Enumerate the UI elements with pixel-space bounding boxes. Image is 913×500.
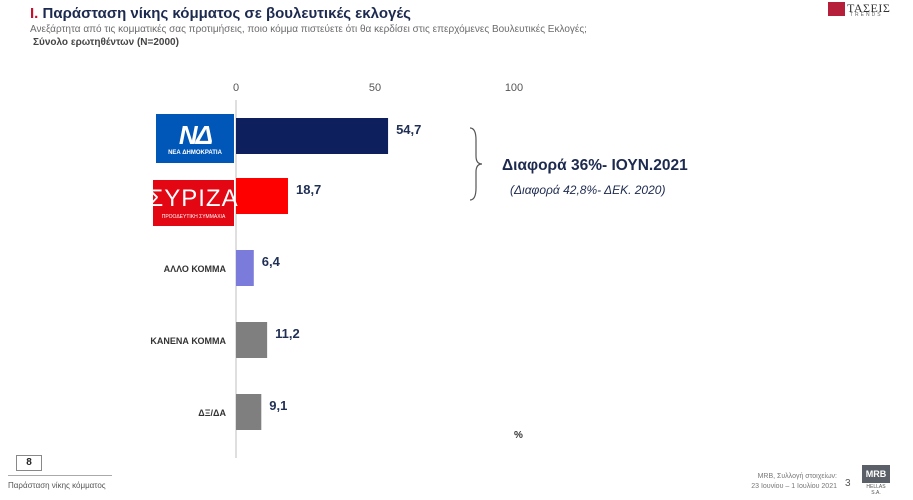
taseis-logo-mark: [828, 2, 845, 16]
syriza-logo-mark: ΣΥΡΙΖΑ: [148, 185, 239, 212]
page-number: 3: [845, 478, 851, 489]
annotation-main: Διαφορά 36%- ΙΟΥΝ.2021: [502, 157, 688, 174]
x-tick-label-50: 50: [369, 82, 381, 94]
title-text: Παράσταση νίκης κόμματος σε βουλευτικές …: [42, 5, 411, 22]
data-label-2: 6,4: [262, 254, 281, 269]
page-box: 8: [16, 455, 42, 471]
taseis-logo-name: ΤΑΣΕΙΣ: [847, 1, 891, 15]
nd-logo: ΝΔ ΝΕΑ ΔΗΜΟΚΡΑΤΙΑ: [156, 114, 234, 163]
category-label-2: ΑΛΛΟ ΚΟΜΜΑ: [164, 264, 227, 274]
taseis-logo: ΤΑΣΕΙΣ TRENDS: [828, 1, 892, 18]
category-label-4: ΔΞ/ΔΑ: [198, 408, 226, 418]
footer-source-line2: 23 Ιουνίου – 1 Ιουλίου 2021: [751, 483, 837, 490]
syriza-logo-text: ΠΡΟΟΔΕΥΤΙΚΗ ΣΥΜΜΑΧΙΑ: [161, 214, 226, 220]
bar-0: [236, 118, 389, 154]
page-subtitle: Ανεξάρτητα από τις κομματικές σας προτιμ…: [30, 24, 587, 35]
nd-logo-mark: ΝΔ: [178, 119, 213, 150]
bar-4: [236, 394, 262, 430]
data-label-0: 54,7: [396, 122, 421, 137]
footer-divider: [8, 475, 112, 476]
title-number: I.: [30, 5, 39, 22]
mrb-logo: MRB HELLAS S.A.: [862, 465, 890, 496]
footer-source-line1: MRB, Συλλογή στοιχείων:: [757, 473, 837, 480]
sample-base: Σύνολο ερωτηθέντων (N=2000): [33, 37, 179, 48]
footer-source: MRB, Συλλογή στοιχείων: 23 Ιουνίου – 1 Ι…: [695, 472, 837, 492]
bar-3: [236, 322, 268, 358]
page-title: I. Παράσταση νίκης κόμματος σε βουλευτικ…: [30, 5, 411, 22]
x-tick-label-0: 0: [233, 82, 239, 94]
taseis-logo-tagline: TRENDS: [850, 12, 883, 18]
annotation-brace: [469, 127, 483, 201]
data-label-4: 9,1: [269, 398, 287, 413]
mrb-logo-sub: HELLAS S.A.: [866, 484, 886, 496]
syriza-logo: ΣΥΡΙΖΑ ΠΡΟΟΔΕΥΤΙΚΗ ΣΥΜΜΑΧΙΑ: [148, 180, 238, 226]
unit-label: %: [514, 430, 523, 441]
bar-1: [236, 178, 288, 214]
mrb-logo-name: MRB: [862, 465, 890, 483]
data-label-1: 18,7: [296, 182, 321, 197]
footer-section-title: Παράσταση νίκης κόμματος: [8, 481, 106, 490]
category-label-3: ΚΑΝΕΝΑ ΚΟΜΜΑ: [150, 336, 226, 346]
bar-2: [236, 250, 254, 286]
x-tick-label-100: 100: [505, 82, 523, 94]
nd-logo-text: ΝΕΑ ΔΗΜΟΚΡΑΤΙΑ: [168, 149, 222, 156]
data-label-3: 11,2: [275, 326, 300, 341]
annotation-secondary: (Διαφορά 42,8%- ΔΕΚ. 2020): [510, 183, 665, 197]
